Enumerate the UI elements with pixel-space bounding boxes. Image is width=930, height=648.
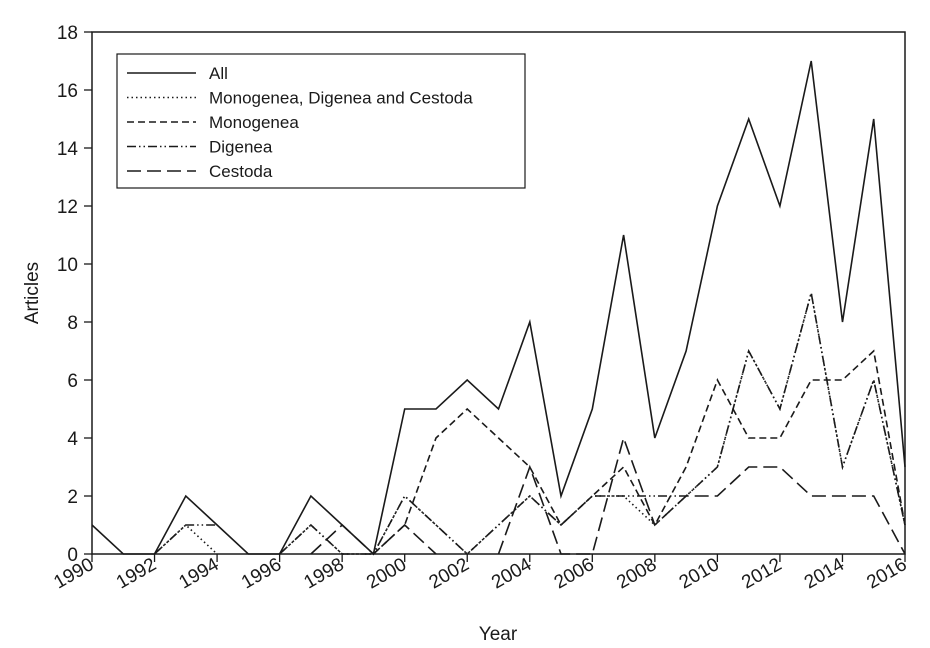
series-line-monogenea bbox=[372, 349, 906, 555]
y-tick-label: 8 bbox=[67, 313, 78, 334]
y-tick-label: 4 bbox=[67, 429, 78, 450]
x-tick-label: 1994 bbox=[175, 554, 222, 594]
y-tick-label: 2 bbox=[67, 487, 78, 508]
x-tick-label: 2002 bbox=[426, 554, 473, 593]
y-axis: 0 2 4 6 8 10 12 14 16 18 bbox=[57, 23, 92, 566]
y-tick-label: 18 bbox=[57, 23, 78, 44]
x-tick-label: 2004 bbox=[488, 554, 535, 594]
x-tick-label: 1992 bbox=[113, 554, 160, 593]
x-tick-label: 2014 bbox=[801, 554, 848, 594]
x-tick-label: 2010 bbox=[676, 554, 723, 593]
x-axis-title: Year bbox=[479, 624, 518, 645]
legend-label: All bbox=[209, 64, 228, 83]
series-line-all bbox=[91, 60, 906, 556]
y-tick-label: 14 bbox=[57, 139, 79, 160]
y-axis-title: Articles bbox=[22, 262, 43, 324]
y-tick-label: 16 bbox=[57, 81, 78, 102]
x-tick-label: 2016 bbox=[863, 554, 910, 593]
legend-box bbox=[116, 53, 526, 189]
y-tick-label: 12 bbox=[57, 197, 78, 218]
legend-label: Monogenea bbox=[209, 113, 299, 132]
x-tick-label: 1996 bbox=[238, 554, 285, 593]
x-tick-label: 2006 bbox=[551, 554, 598, 593]
x-axis: 1990 1992 1994 1996 1998 2000 2002 2004 2006 2008… bbox=[50, 554, 910, 594]
series-line-monogenea-digenea-and-cestoda bbox=[153, 292, 906, 556]
legend-label: Monogenea, Digenea and Cestoda bbox=[209, 89, 473, 108]
y-tick-label: 6 bbox=[67, 371, 78, 392]
series-line-digenea bbox=[153, 292, 906, 556]
legend: All Monogenea, Digenea and Cestoda Monogen… bbox=[116, 53, 526, 189]
legend-label: Cestoda bbox=[209, 162, 273, 181]
x-tick-label: 1998 bbox=[301, 554, 348, 593]
plot-frame bbox=[91, 31, 906, 555]
x-tick-label: 2012 bbox=[738, 554, 785, 593]
y-tick-label: 0 bbox=[67, 545, 78, 566]
y-tick-label: 10 bbox=[57, 255, 78, 276]
x-tick-label: 2000 bbox=[363, 554, 410, 593]
x-tick-label: 2008 bbox=[613, 554, 660, 593]
legend-label: Digenea bbox=[209, 138, 273, 157]
